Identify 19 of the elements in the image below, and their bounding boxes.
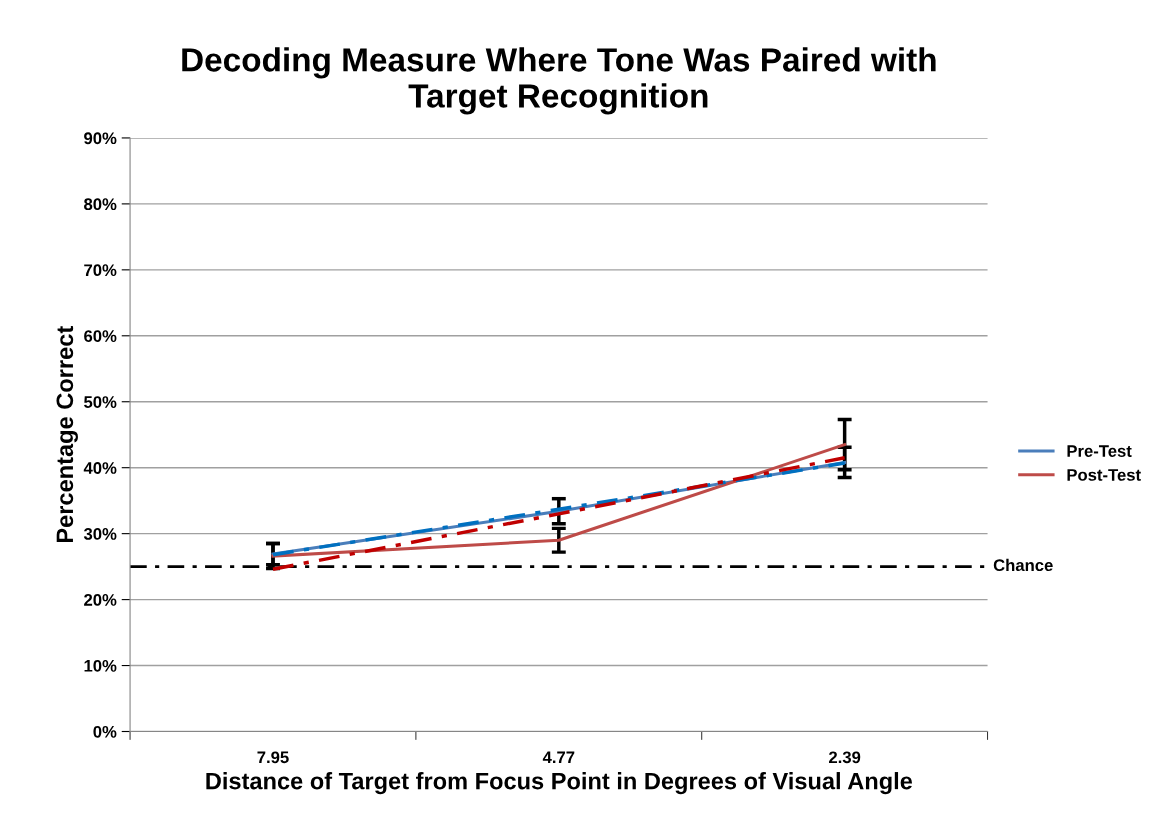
x-tick-label: 2.39 [829, 751, 861, 764]
x-tick-label: 7.95 [257, 751, 289, 764]
y-tick-label: 30% [83, 528, 117, 540]
y-tick-label: 90% [84, 132, 117, 145]
y-tick-label: 40% [83, 462, 117, 474]
legend-label: Post-Test [1067, 469, 1141, 481]
y-tick-label: 70% [84, 264, 117, 277]
x-tick-label: 4.77 [542, 751, 575, 764]
x-axis-title: Distance of Target from Focus Point in Degrees of Visual Angle [206, 772, 913, 795]
chart-title: Decoding Measure Where Tone Was Paired with Target Recognition [182, 47, 936, 115]
y-tick-label: 0% [93, 725, 117, 738]
y-tick-label: 50% [84, 396, 117, 408]
legend-label: Pre-Test [1067, 445, 1132, 457]
ref-line-label: Chance [993, 558, 1053, 572]
y-tick-label: 60% [84, 330, 117, 342]
y-tick-label: 20% [84, 594, 117, 606]
y-tick-label: 10% [84, 659, 117, 672]
y-axis-title: Percentage Correct [56, 326, 78, 543]
y-tick-label: 80% [84, 198, 117, 211]
